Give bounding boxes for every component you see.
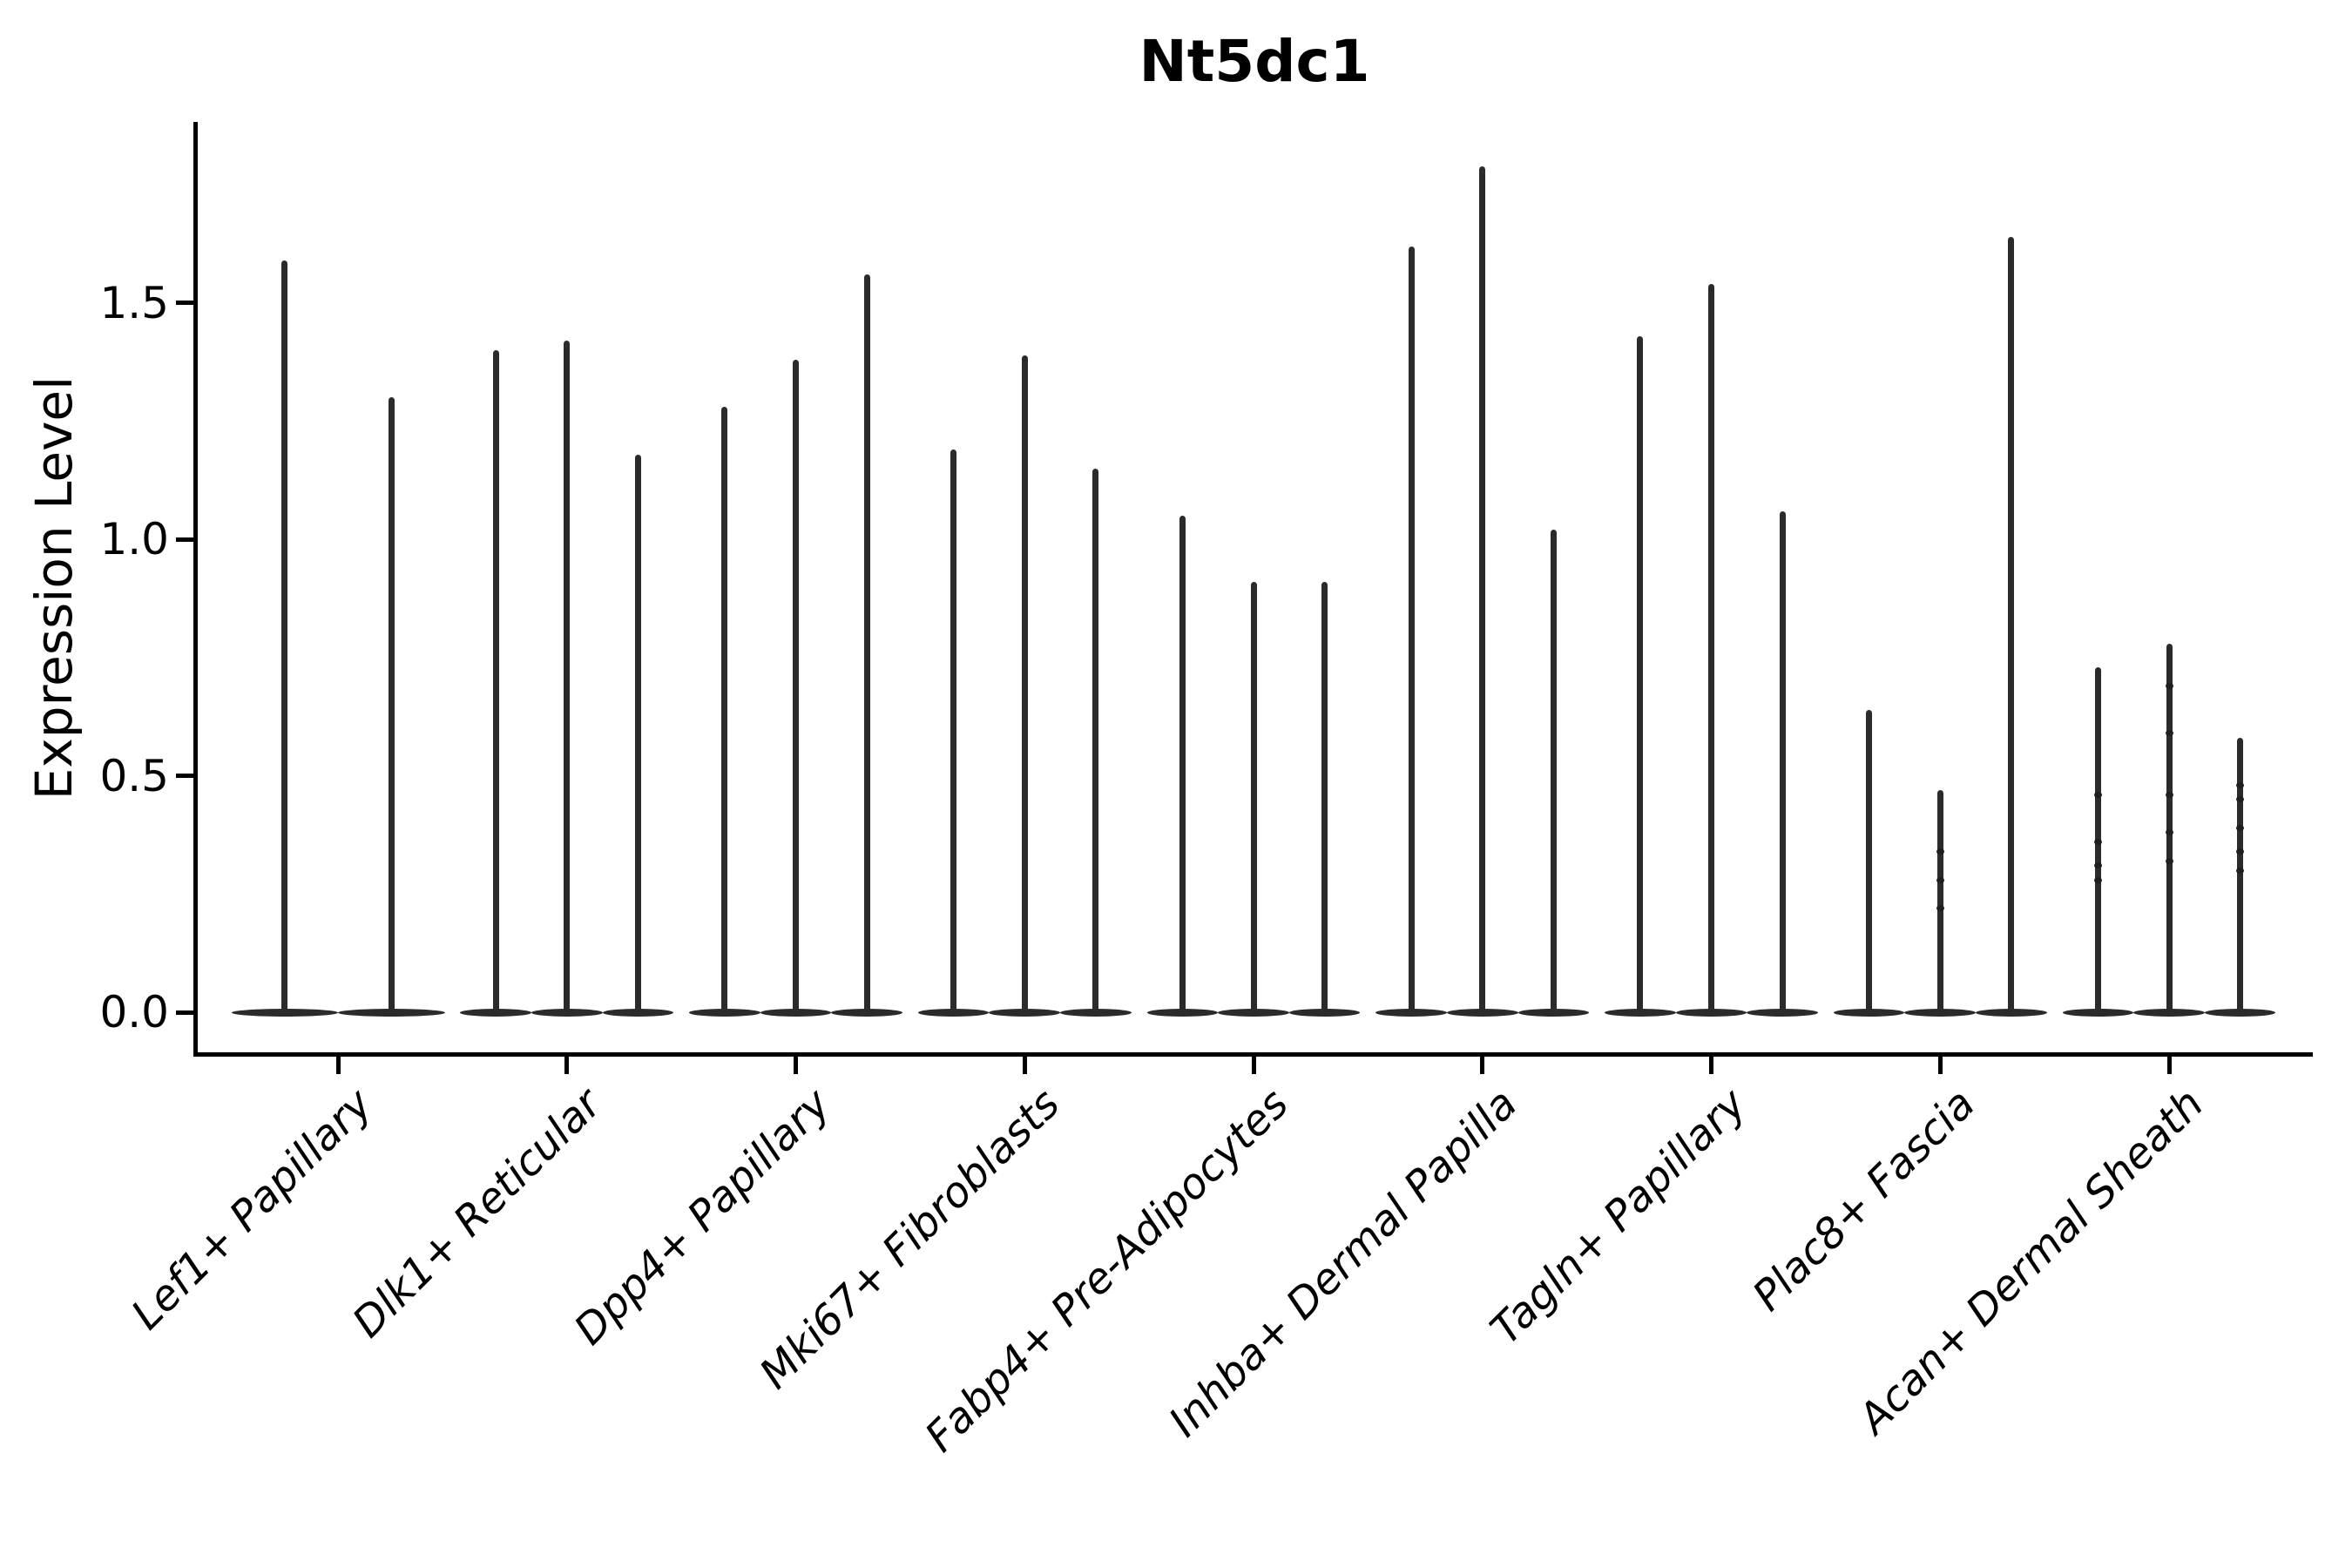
violin-spike: [793, 360, 799, 1014]
y-tick-label: 1.5: [99, 277, 169, 328]
violin-spike: [634, 454, 641, 1014]
violin-spike: [950, 449, 957, 1014]
y-tick: [176, 774, 193, 779]
violin-point: [2165, 857, 2173, 864]
violin-spike: [1179, 516, 1186, 1014]
violin-spike: [1550, 530, 1557, 1014]
violin-spike: [1779, 510, 1786, 1014]
violin-point: [2165, 829, 2173, 836]
violin-point: [2165, 730, 2173, 737]
violin-spike: [1092, 468, 1099, 1014]
x-tick: [794, 1057, 798, 1074]
violin-spike: [564, 341, 571, 1014]
violin-spike: [1408, 246, 1415, 1014]
x-tick-label: Dpp4+ Papillary: [564, 1079, 841, 1355]
x-tick: [2166, 1057, 2172, 1074]
y-tick: [176, 301, 193, 306]
y-axis-label: Expression Level: [24, 375, 84, 801]
y-tick-label: 0.0: [99, 987, 169, 1037]
violin-point: [2236, 848, 2245, 855]
violin-spike: [1708, 284, 1714, 1014]
y-tick-label: 0.5: [99, 750, 169, 801]
violin-point: [2236, 867, 2245, 874]
violin-spike: [1866, 709, 1873, 1014]
x-tick: [1937, 1057, 1943, 1074]
violin-point: [2165, 683, 2173, 690]
violin-spike: [1637, 335, 1644, 1014]
x-tick: [564, 1057, 570, 1074]
violin-spike: [1021, 355, 1028, 1014]
violin-spike: [1321, 582, 1328, 1014]
y-axis-spine: [193, 122, 198, 1057]
violin-spike: [721, 407, 728, 1014]
violin-point: [2165, 791, 2173, 798]
violin-spike: [863, 274, 870, 1014]
violin-spike: [2166, 643, 2173, 1014]
violin-spike: [2008, 236, 2015, 1014]
x-tick-label: Dlk1+ Reticular: [343, 1079, 612, 1348]
x-tick: [1022, 1057, 1027, 1074]
x-axis-spine: [193, 1052, 2313, 1057]
violin-spike: [1479, 166, 1486, 1014]
chart-title: Nt5dc1: [1139, 28, 1370, 95]
violin-point: [2236, 782, 2245, 788]
x-tick: [1709, 1057, 1713, 1074]
x-tick: [1480, 1057, 1485, 1074]
violin-spike: [492, 350, 499, 1014]
violin-point: [2093, 791, 2102, 798]
violin-point: [1936, 905, 1944, 912]
x-tick-label: Lef1+ Papillary: [122, 1079, 382, 1340]
x-tick: [335, 1057, 341, 1074]
violin-spike: [1936, 789, 1943, 1014]
x-tick-label: Tagln+ Papillary: [1481, 1079, 1756, 1355]
violin-point: [2236, 824, 2245, 831]
x-tick: [1251, 1057, 1256, 1074]
violin-point: [1936, 876, 1944, 883]
violin-point: [2093, 839, 2102, 846]
violin-spike: [281, 260, 288, 1014]
violin-spike: [388, 397, 395, 1014]
y-tick: [176, 1010, 193, 1015]
y-tick: [176, 537, 193, 542]
x-tick-label: Plac8+ Fascia: [1743, 1079, 1985, 1321]
violin-point: [2093, 862, 2102, 869]
violin-spike: [2237, 738, 2244, 1014]
violin-point: [1936, 848, 1944, 855]
violin-point: [2236, 796, 2245, 803]
violin-point: [2093, 876, 2102, 883]
violin-spike: [1250, 582, 1257, 1014]
y-tick-label: 1.0: [99, 514, 169, 565]
